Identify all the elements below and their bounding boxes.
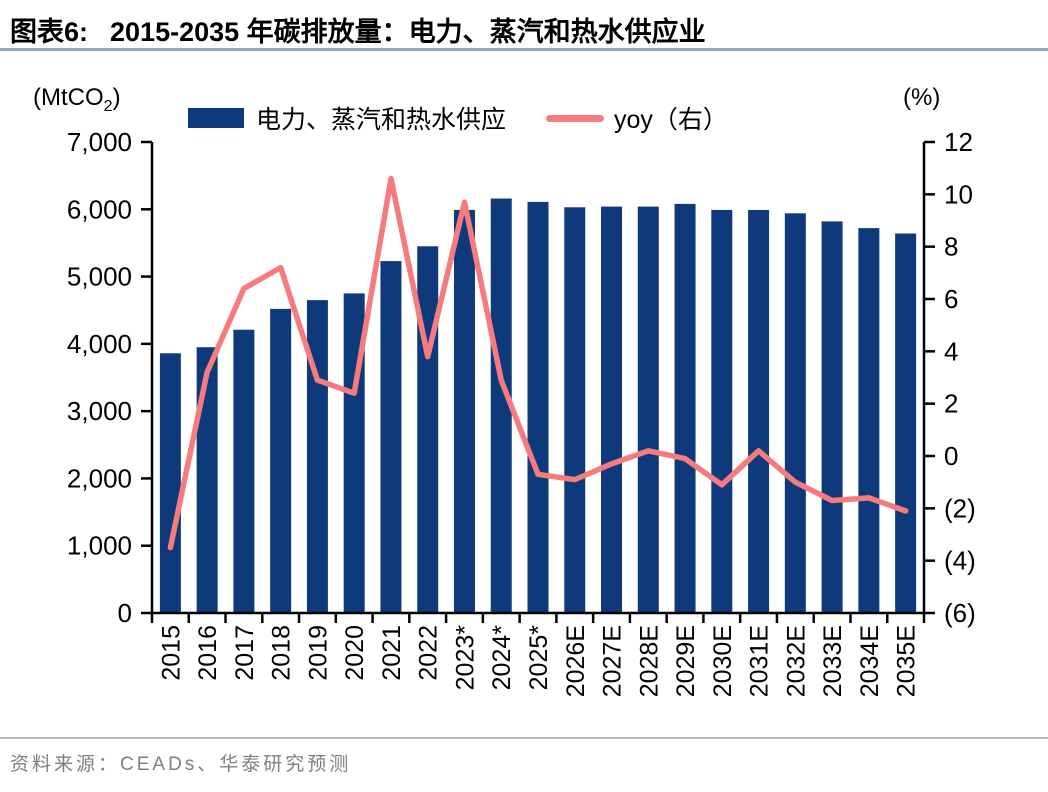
- bar-2023*: [453, 209, 475, 614]
- chart-legend: 电力、蒸汽和热水供应 yoy（右）: [188, 102, 728, 134]
- x-axis-label-2017: 2017: [231, 625, 259, 681]
- bar-2030E: [711, 209, 733, 614]
- right-axis-tick-label: (4): [944, 546, 976, 576]
- right-axis-tick-label: 8: [944, 232, 958, 262]
- x-axis-label-2022: 2022: [415, 625, 443, 681]
- x-axis-label-2029E: 2029E: [672, 625, 700, 697]
- legend-bar-swatch: [188, 108, 244, 128]
- x-axis-label-2018: 2018: [268, 625, 296, 681]
- bar-2031E: [748, 209, 770, 614]
- title-divider: [0, 48, 1048, 51]
- x-axis-label-2015: 2015: [157, 625, 185, 681]
- x-axis-label-2019: 2019: [304, 625, 332, 681]
- left-axis-tick-label: 3,000: [67, 396, 132, 426]
- bar-2025*: [527, 201, 549, 614]
- legend-bar-label: 电力、蒸汽和热水供应: [256, 106, 507, 134]
- bar-2015: [159, 353, 181, 613]
- x-axis-label-2030E: 2030E: [709, 625, 737, 697]
- x-axis-label-2026E: 2026E: [562, 625, 590, 697]
- left-axis-tick-label: 2,000: [67, 463, 132, 493]
- left-axis-tick-label: 0: [118, 598, 132, 628]
- source-note: 资料来源：CEADs、华泰研究预测: [10, 754, 352, 775]
- right-axis-unit: (%): [903, 84, 941, 111]
- legend-line-swatch: [546, 114, 605, 122]
- x-axis-label-2016: 2016: [194, 625, 222, 681]
- right-axis-tick-label: 0: [944, 441, 958, 471]
- left-axis-tick-label: 6,000: [67, 194, 132, 224]
- x-axis-label-2025*: 2025*: [525, 625, 553, 691]
- right-axis-tick-label: 10: [944, 179, 973, 209]
- x-axis-label-2020: 2020: [341, 625, 369, 681]
- left-axis-tick-label: 7,000: [67, 127, 132, 157]
- bar-2024*: [490, 198, 512, 613]
- x-axis-label-2028E: 2028E: [635, 625, 663, 697]
- bar-2033E: [821, 221, 843, 613]
- bar-2016: [196, 347, 218, 613]
- left-axis-tick-label: 5,000: [67, 262, 132, 292]
- x-axis-label-2023*: 2023*: [451, 625, 479, 691]
- bar-2019: [306, 300, 328, 613]
- left-axis-unit-sub: 2: [103, 97, 113, 115]
- bar-2021: [380, 261, 402, 613]
- source-divider: [0, 737, 1048, 739]
- left-axis-unit: (MtCO2): [33, 84, 121, 116]
- x-axis-label-2033E: 2033E: [819, 625, 847, 697]
- x-axis-label-2032E: 2032E: [782, 625, 810, 697]
- bar-2017: [233, 329, 255, 613]
- left-axis-unit-close: ): [112, 84, 121, 111]
- right-axis-tick-label: 12: [944, 127, 973, 157]
- bar-2027E: [601, 206, 623, 613]
- x-axis-label-2027E: 2027E: [599, 625, 627, 697]
- bar-2029E: [674, 203, 696, 613]
- yoy-line: [167, 175, 909, 551]
- chart-title-index: 图表6:: [10, 17, 89, 47]
- bar-2028E: [637, 206, 659, 613]
- right-axis-tick-label: 2: [944, 389, 958, 419]
- right-axis-tick-label: 6: [944, 284, 958, 314]
- x-axis-label-2021: 2021: [378, 625, 406, 681]
- right-axis-tick-label: 4: [944, 336, 958, 366]
- chart-title: 图表6: 2015-2035 年碳排放量：电力、蒸汽和热水供应业: [10, 10, 706, 49]
- left-axis-unit-main: (MtCO: [33, 84, 104, 111]
- left-axis-tick-label: 4,000: [67, 329, 132, 359]
- bar-2032E: [784, 213, 806, 613]
- bar-2026E: [564, 207, 586, 613]
- x-axis-label-2035E: 2035E: [893, 625, 921, 697]
- left-axis-tick-label: 1,000: [67, 531, 132, 561]
- chart-title-text: 2015-2035 年碳排放量：电力、蒸汽和热水供应业: [110, 17, 706, 47]
- x-axis-label-2024*: 2024*: [488, 625, 516, 691]
- right-axis-tick-label: (2): [944, 493, 976, 523]
- bar-2018: [270, 308, 292, 613]
- bar-2034E: [858, 228, 880, 613]
- bar-2035E: [895, 233, 917, 613]
- right-axis-tick-label: (6): [944, 598, 976, 628]
- legend-line-label: yoy（右）: [614, 106, 728, 134]
- bar-2022: [417, 246, 439, 614]
- x-axis-label-2034E: 2034E: [856, 625, 884, 697]
- x-axis-label-2031E: 2031E: [746, 625, 774, 697]
